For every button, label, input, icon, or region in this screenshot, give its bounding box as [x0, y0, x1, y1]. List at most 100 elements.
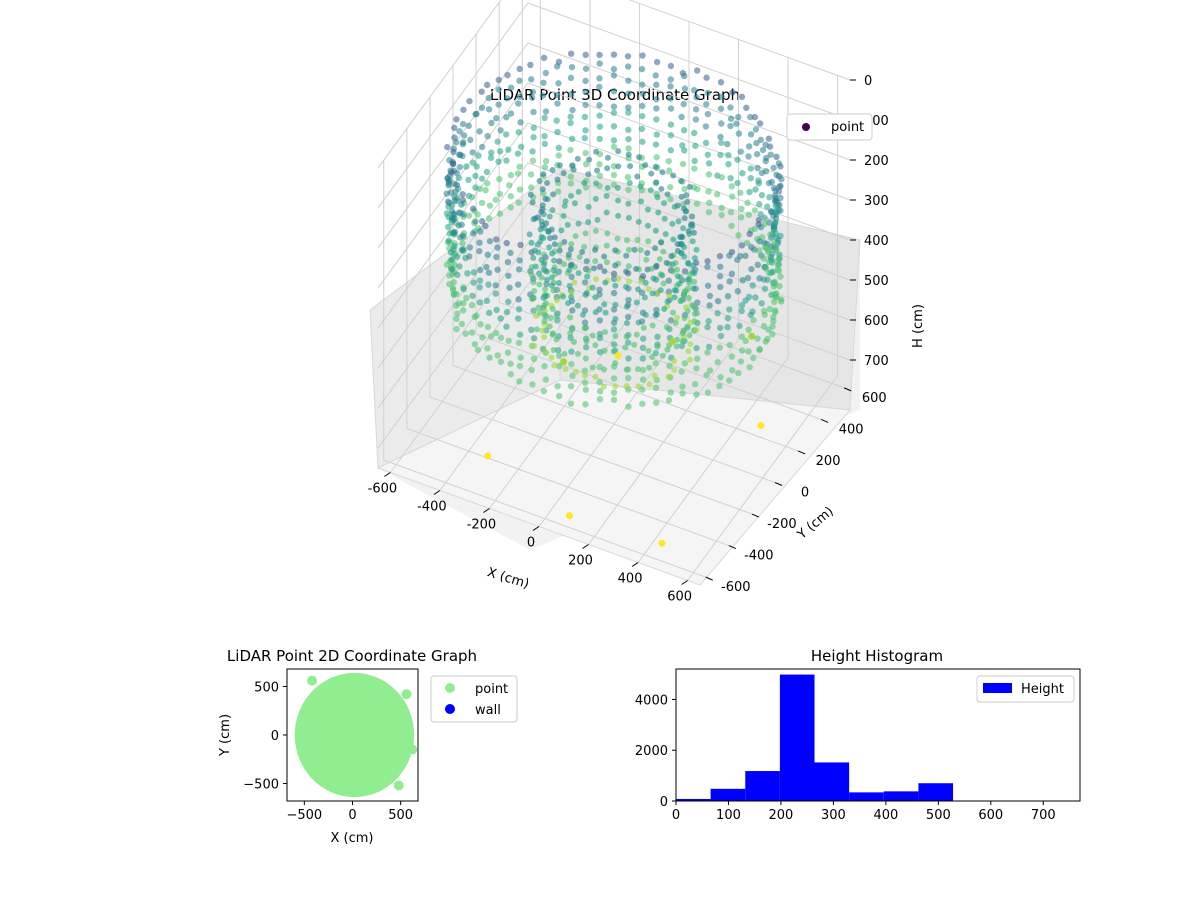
point-3d	[596, 161, 603, 168]
point-3d	[562, 365, 569, 372]
point-3d	[469, 159, 477, 166]
point-3d	[569, 106, 576, 114]
grid-line-x	[637, 57, 789, 563]
tick-label-3d-x: 0	[527, 536, 535, 551]
point-3d	[747, 165, 754, 172]
point-3d	[485, 94, 492, 102]
point-3d	[507, 192, 514, 200]
point-3d	[681, 185, 688, 193]
point-3d	[737, 214, 745, 221]
point-3d	[581, 367, 589, 374]
point-3d	[623, 268, 630, 275]
grid-line-x	[389, 0, 541, 473]
point-3d	[602, 328, 609, 335]
point-3d	[724, 140, 731, 148]
point-3d	[478, 143, 486, 151]
point-3d	[661, 305, 668, 312]
point-3d	[528, 271, 535, 278]
point-3d	[493, 115, 500, 122]
point-3d	[553, 117, 560, 124]
point-3d	[738, 242, 746, 249]
point-3d	[492, 196, 499, 203]
point-3d	[653, 262, 660, 269]
point-3d	[463, 163, 470, 170]
point-3d	[661, 200, 668, 207]
point-3d	[769, 323, 776, 330]
point-3d	[639, 366, 647, 374]
point-3d	[637, 247, 644, 254]
tick-label-3d-z: 600	[864, 314, 889, 329]
point-3d	[567, 119, 574, 127]
point-3d	[664, 191, 671, 198]
point-3d	[554, 382, 561, 390]
grid-line-y	[406, 128, 730, 547]
point-3d	[553, 313, 560, 320]
point-3d	[582, 344, 590, 351]
point-3d	[762, 265, 770, 272]
point-3d	[638, 81, 646, 88]
point-3d	[724, 323, 731, 331]
grid-line-z	[377, 162, 851, 369]
tick-label-hist-x: 200	[769, 808, 794, 823]
point-3d	[505, 298, 512, 305]
point-3d	[527, 171, 535, 178]
point-3d	[579, 311, 586, 318]
point-3d	[665, 277, 672, 284]
point-3d	[554, 346, 562, 354]
point-3d	[506, 182, 513, 189]
point-3d	[589, 284, 596, 291]
point-3d	[453, 253, 461, 260]
point-3d	[544, 276, 551, 283]
chart-2d-ticks: −500 0 500 −500 0 500	[243, 680, 413, 823]
point-3d	[684, 324, 691, 331]
point-3d	[727, 122, 734, 130]
point-3d	[454, 310, 461, 317]
tick-label-hist-y: 0	[660, 795, 668, 810]
point-3d	[496, 210, 504, 217]
point-3d	[492, 329, 500, 337]
point-3d	[690, 285, 697, 292]
point-3d	[549, 250, 556, 257]
point-3d	[665, 373, 672, 380]
point-3d	[706, 367, 714, 374]
point-3d	[539, 92, 547, 99]
point-3d	[528, 76, 535, 83]
point-3d	[639, 335, 647, 342]
chart-2d-ylabel: Y (cm)	[218, 714, 233, 757]
point-3d	[452, 188, 459, 195]
point-3d	[768, 178, 776, 186]
point-3d	[653, 179, 660, 186]
point-3d	[574, 350, 581, 357]
point-3d	[585, 171, 592, 178]
point-3d	[765, 258, 773, 266]
point-3d	[478, 218, 486, 225]
point-3d	[568, 273, 575, 281]
point-3d	[567, 146, 574, 154]
point-3d	[734, 256, 741, 264]
point-3d	[465, 176, 472, 184]
point-3d	[704, 323, 711, 331]
legend-label-wall: wall	[475, 703, 501, 718]
point-3d	[550, 191, 557, 198]
point-3d	[615, 197, 622, 204]
point-3d	[748, 332, 756, 340]
tick-label-2d-y: 0	[271, 729, 279, 744]
point-3d	[615, 275, 622, 282]
chart-2d-legend: point wall	[430, 675, 518, 723]
point-3d	[507, 249, 514, 257]
point-3d	[503, 157, 510, 164]
point-3d	[735, 232, 742, 239]
point-3d	[689, 213, 696, 220]
point-3d	[456, 263, 463, 270]
point-3d	[504, 71, 511, 79]
point-3d	[478, 104, 486, 111]
chart-3d-zlabel: H (cm)	[911, 304, 926, 348]
point-3d	[494, 266, 501, 273]
point-3d	[691, 165, 698, 172]
point-3d	[739, 276, 746, 284]
point-3d	[542, 108, 550, 115]
point-3d	[568, 360, 575, 368]
point-3d	[757, 210, 764, 218]
tick-label-3d-z: 200	[864, 154, 889, 169]
point-3d	[665, 167, 673, 174]
